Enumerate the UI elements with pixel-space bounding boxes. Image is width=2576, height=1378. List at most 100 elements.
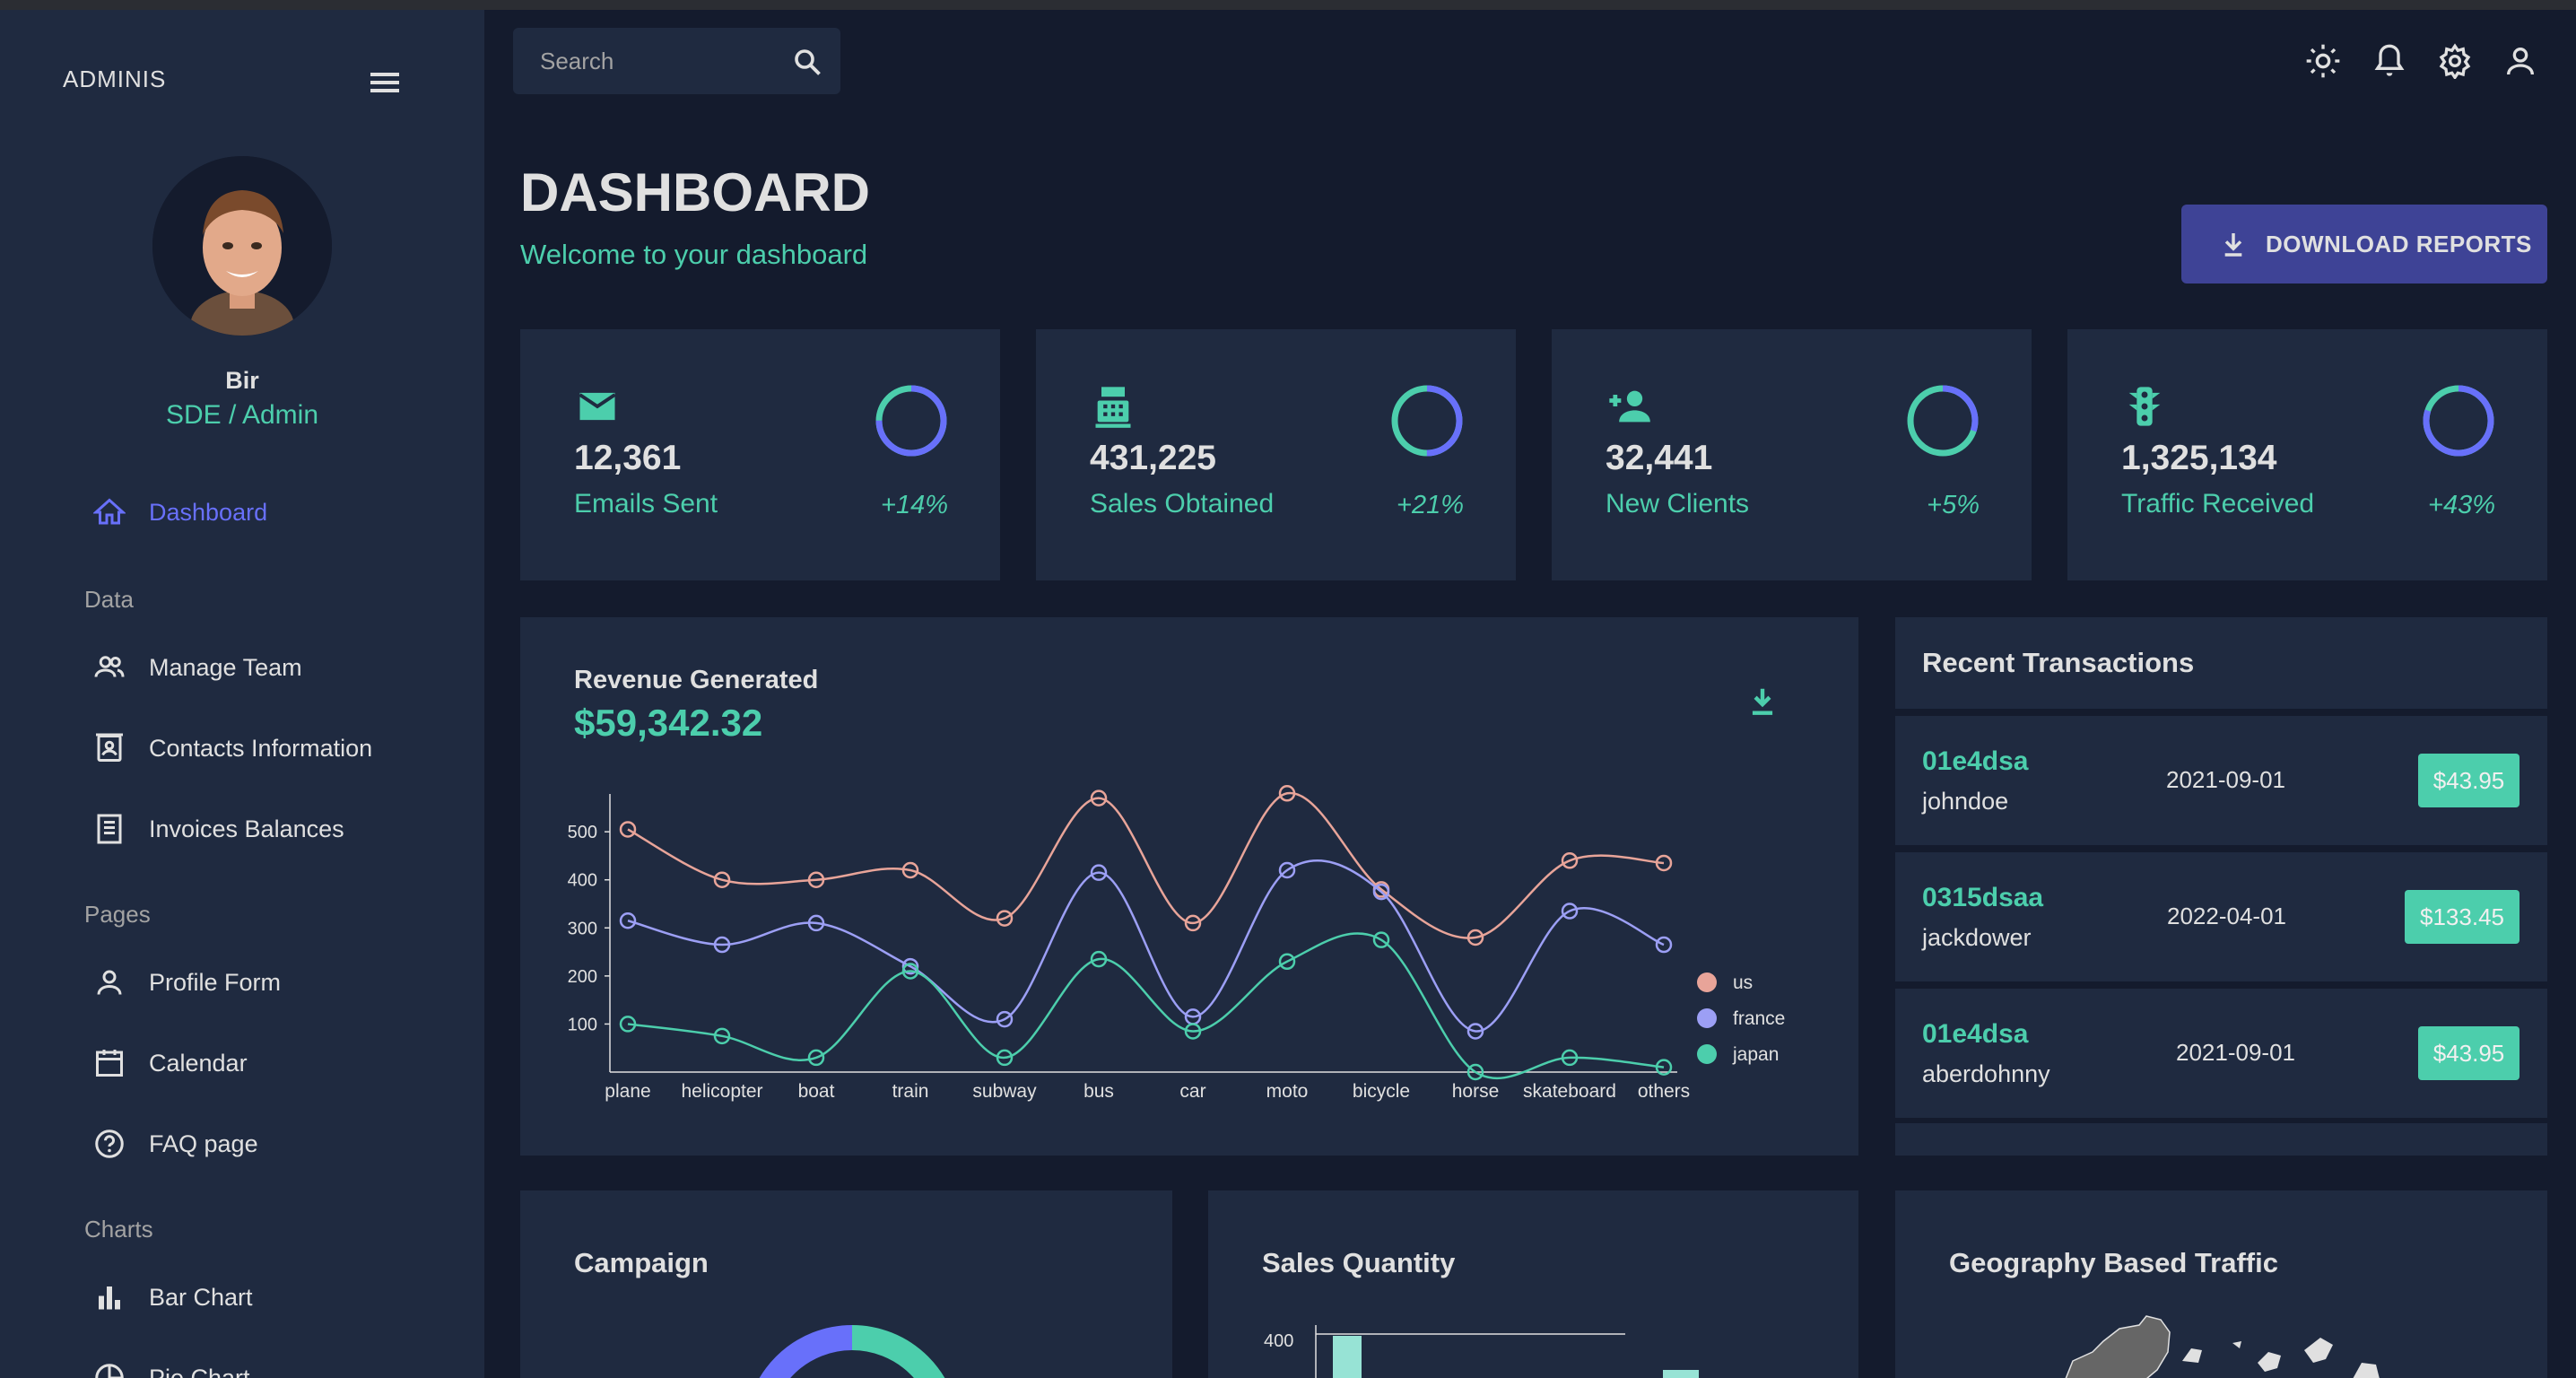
transaction-row[interactable]: 01e4dsa johndoe 2021-09-01 $43.95: [1895, 716, 2547, 845]
sidebar-item-label: Profile Form: [149, 968, 282, 996]
y-tick-label: 200: [568, 967, 597, 987]
legend-label: japan: [1732, 1044, 1779, 1065]
download-icon[interactable]: [1745, 684, 1780, 724]
person-add-icon: [1606, 383, 1652, 434]
data-point: [996, 1049, 1014, 1067]
x-tick-label: others: [1638, 1081, 1690, 1102]
menu-toggle-icon[interactable]: [370, 73, 406, 100]
nav-section-data: Data: [84, 586, 134, 613]
people-icon: [81, 651, 149, 684]
data-point: [1655, 1059, 1673, 1076]
stat-value: 431,225: [1090, 439, 1216, 477]
x-tick-label: plane: [605, 1081, 650, 1102]
user-profile-icon[interactable]: [2502, 43, 2538, 79]
transaction-date: 2021-09-01: [2166, 766, 2285, 793]
data-point: [1278, 785, 1296, 802]
progress-ring: [1907, 385, 1979, 457]
sales-bar: [1663, 1370, 1699, 1378]
sidebar-item-dashboard[interactable]: Dashboard: [81, 485, 267, 539]
transaction-user: aberdohnny: [1922, 1060, 2050, 1087]
page-title: DASHBOARD: [520, 162, 870, 222]
download-icon: [2219, 229, 2248, 259]
x-tick-label: bicycle: [1353, 1081, 1410, 1102]
notifications-icon[interactable]: [2371, 43, 2407, 79]
transaction-user: jackdower: [1922, 924, 2032, 951]
transaction-row[interactable]: 01e4dsa aberdohnny 2021-09-01 $43.95: [1895, 989, 2547, 1118]
point-of-sale-icon: [1090, 383, 1136, 434]
search-input[interactable]: [540, 44, 773, 78]
sidebar-item-label: Pie Chart: [149, 1364, 250, 1378]
data-point: [807, 1049, 825, 1067]
nav-section-charts: Charts: [84, 1216, 153, 1243]
transaction-date: 2021-09-01: [2176, 1039, 2295, 1066]
legend-label: us: [1733, 972, 1753, 993]
sidebar-item-calendar[interactable]: Calendar: [81, 1036, 248, 1090]
sidebar-item-label: Dashboard: [149, 498, 268, 526]
geography-map: [2065, 1315, 2380, 1378]
data-point: [1184, 914, 1202, 932]
bar-chart-icon: [81, 1281, 149, 1313]
download-reports-button[interactable]: DOWNLOAD REPORTS: [2181, 205, 2547, 283]
search-icon[interactable]: [791, 46, 823, 78]
brand-title: ADMINIS: [63, 65, 167, 92]
data-point: [1278, 861, 1296, 879]
stat-increase: +5%: [1927, 491, 1980, 519]
transaction-row[interactable]: 0315dsaa jackdower 2022-04-01 $133.45: [1895, 852, 2547, 981]
data-point: [1466, 1063, 1484, 1081]
stat-value: 1,325,134: [2121, 439, 2277, 477]
sidebar-item-invoices[interactable]: Invoices Balances: [81, 802, 344, 856]
contacts-icon: [81, 732, 149, 764]
legend-swatch: [1697, 1044, 1717, 1064]
series-line-japan: [627, 932, 1665, 1080]
email-icon: [574, 383, 621, 434]
series-line-france: [627, 859, 1665, 1033]
sidebar-item-label: Manage Team: [149, 653, 302, 681]
transaction-id: 01e4dsa: [1922, 746, 2029, 776]
legend-swatch: [1697, 972, 1717, 992]
y-tick-label: 100: [568, 1015, 597, 1034]
stat-increase: +43%: [2428, 491, 2495, 519]
geography-panel: Geography Based Traffic: [1895, 1190, 2547, 1378]
sidebar-item-contacts[interactable]: Contacts Information: [81, 721, 372, 775]
data-point: [619, 1016, 637, 1033]
light-mode-icon[interactable]: [2305, 43, 2341, 79]
calendar-icon: [81, 1047, 149, 1079]
data-point: [1561, 1049, 1579, 1067]
data-point: [619, 912, 637, 929]
series-line-us: [627, 792, 1665, 939]
sidebar-item-profile-form[interactable]: Profile Form: [81, 955, 281, 1009]
sidebar-item-manage-team[interactable]: Manage Team: [81, 641, 302, 694]
stat-increase: +21%: [1397, 491, 1464, 519]
stat-label: New Clients: [1606, 489, 1750, 519]
data-point: [1655, 936, 1673, 954]
data-point: [996, 1010, 1014, 1028]
progress-ring: [1391, 385, 1463, 457]
transaction-user: johndoe: [1922, 788, 2009, 815]
settings-icon[interactable]: [2437, 43, 2473, 81]
stat-value: 12,361: [574, 439, 682, 477]
x-tick-label: car: [1179, 1081, 1205, 1102]
data-point: [1655, 854, 1673, 872]
sidebar-item-pie-chart[interactable]: Pie Chart: [81, 1351, 250, 1378]
ring-progress: [2423, 385, 2494, 457]
sales-quantity-panel: Sales Quantity 400: [1208, 1190, 1858, 1378]
traffic-icon: [2121, 383, 2168, 434]
ring-progress: [1391, 385, 1463, 457]
transaction-cost-badge: $43.95: [2418, 754, 2519, 807]
data-point: [1278, 953, 1296, 971]
sales-bar: [1333, 1336, 1362, 1378]
sidebar-item-bar-chart[interactable]: Bar Chart: [81, 1270, 253, 1324]
data-point: [713, 936, 731, 954]
sidebar-item-faq[interactable]: FAQ page: [81, 1117, 258, 1171]
home-icon: [81, 496, 149, 528]
revenue-title: Revenue Generated: [574, 666, 819, 694]
search-box: [513, 28, 840, 94]
data-point: [1372, 883, 1390, 901]
avatar: [152, 156, 332, 336]
profile-name: Bir: [225, 367, 259, 394]
stat-label: Emails Sent: [574, 489, 718, 519]
data-point: [996, 910, 1014, 927]
data-point: [1090, 950, 1108, 968]
pie-chart-icon: [81, 1362, 149, 1378]
transaction-cost-badge: $43.95: [2418, 1026, 2519, 1080]
